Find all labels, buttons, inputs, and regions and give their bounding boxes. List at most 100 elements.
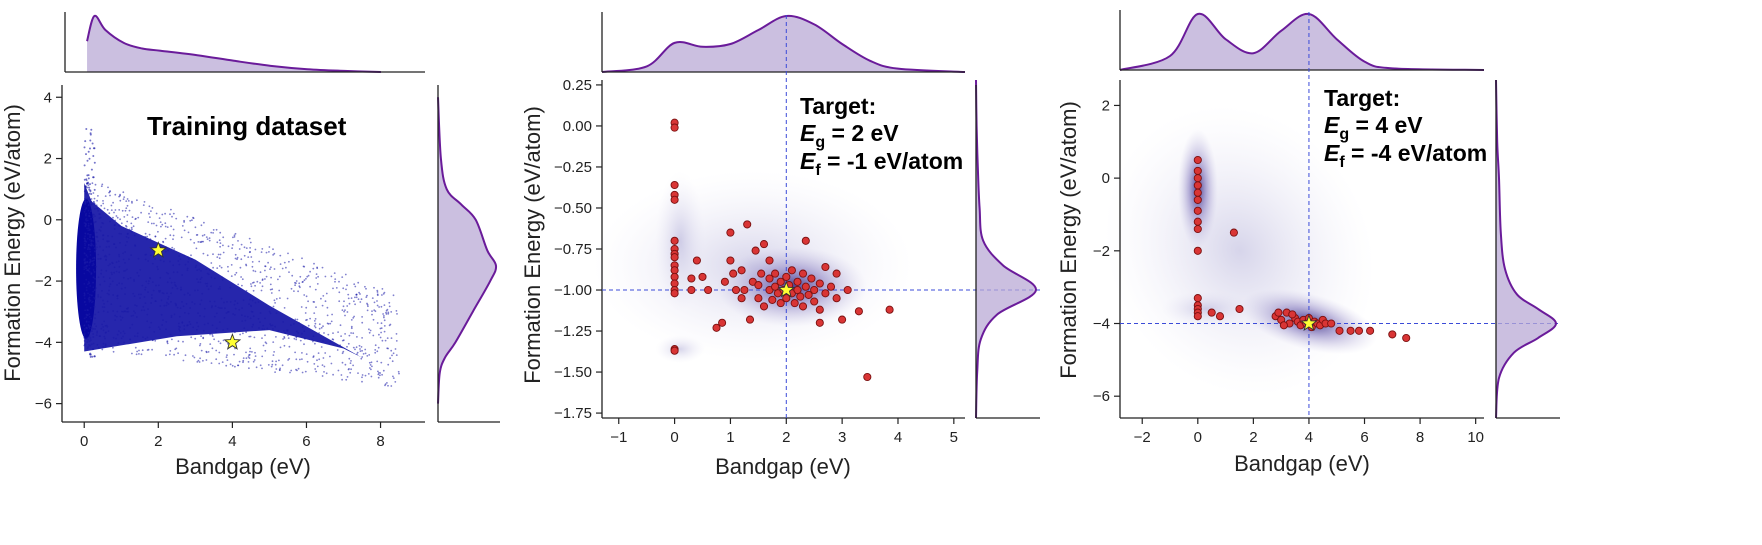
panel-a-marginal-x-fill [87,15,381,72]
training-point [374,349,377,351]
training-point [183,254,186,257]
training-point [96,331,98,334]
training-point [85,192,87,195]
x-tick-label: 6 [1360,429,1368,446]
y-tick-label: 4 [44,89,52,106]
training-point [90,272,93,275]
training-point [245,351,247,354]
training-point [112,350,115,353]
training-point [155,284,157,287]
generated-point [1193,155,1202,165]
training-point [95,325,98,328]
training-point [282,321,285,323]
training-point [126,220,129,223]
training-point [203,307,206,310]
training-point [315,306,317,308]
training-point [379,374,381,377]
training-point [371,310,373,312]
x-tick-label: 2 [154,433,162,450]
training-point [265,251,268,254]
training-point [122,258,125,261]
training-point [300,306,303,308]
panel-b-marginal-y-curve [975,79,1037,419]
training-point [128,228,131,231]
training-point [206,254,209,257]
generated-point [1193,166,1202,175]
training-point [85,337,88,340]
x-tick-label: 8 [376,433,384,450]
training-point [388,301,391,304]
training-point [161,223,164,226]
training-point [167,272,170,275]
training-point [89,250,92,253]
training-point [195,264,198,267]
training-point [99,213,101,216]
training-point [166,281,169,284]
training-point [203,315,206,318]
training-point [118,271,121,274]
training-point [100,185,103,188]
training-point [124,209,127,212]
training-point [117,342,120,345]
generated-point [698,272,707,281]
training-point [164,222,167,225]
training-point [145,280,148,283]
training-point [150,302,153,304]
training-point [233,234,236,237]
training-point [234,365,236,368]
training-point [321,364,324,366]
training-point [102,276,105,278]
training-point [313,301,316,303]
training-point [287,359,289,361]
training-point [178,315,181,318]
y-tick-label: −6 [1093,388,1110,405]
training-point [89,315,91,318]
training-point [344,363,347,366]
generated-point [782,272,791,281]
training-point [379,372,382,374]
training-point [133,295,136,297]
training-point [219,245,222,248]
training-point [215,312,218,315]
training-point [127,310,130,313]
training-point [137,257,140,260]
training-point [383,325,386,327]
training-point [329,340,332,343]
training-point [173,353,176,356]
training-point [204,282,207,285]
training-point [380,305,383,308]
training-point [350,325,353,328]
training-point [268,251,270,253]
training-point [262,324,265,327]
training-point [219,253,222,256]
training-point [294,318,297,321]
training-point [87,338,89,341]
y-tick-label: 0 [44,212,52,229]
training-point [246,329,249,332]
training-point [87,269,90,272]
training-point [89,293,91,296]
training-point [189,323,192,325]
training-point [114,219,117,222]
y-tick-label: 2 [44,151,52,168]
panel-c-marginal-y [1495,79,1560,419]
training-point [199,344,201,347]
training-point [140,211,143,214]
training-point [239,266,242,269]
training-point [84,232,87,235]
training-point [135,305,138,307]
training-point [181,225,184,227]
training-point [180,286,182,289]
training-point [374,344,377,347]
training-point [124,244,127,247]
training-point [256,280,259,283]
training-point [93,305,96,308]
training-point [278,359,280,362]
training-point [207,351,210,353]
training-point [322,340,324,342]
training-point [288,271,290,273]
training-point [368,354,371,356]
training-point [129,327,132,329]
training-point [347,342,350,345]
training-point [113,243,116,246]
